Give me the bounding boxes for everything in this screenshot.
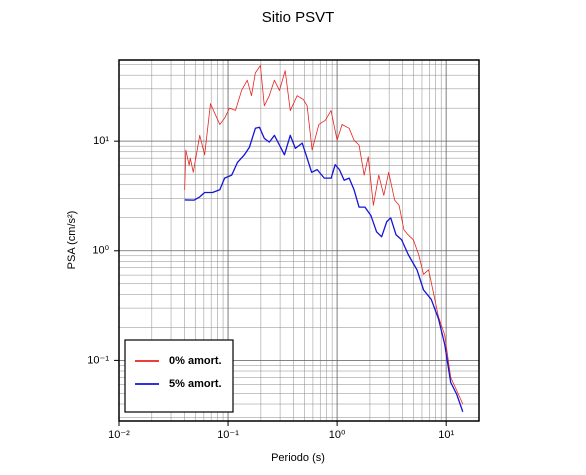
legend-label: 0% amort. [169,355,222,367]
chart-title: Sitio PSVT [262,9,335,26]
plot-frame [118,59,480,422]
legend-label: 5% amort. [169,378,222,390]
y-axis-label: PSA (cm/s²) [66,211,78,270]
series-line [184,65,464,405]
x-axis-label: Periodo (s) [271,452,325,464]
y-tick-label: 10⁰ [92,245,109,257]
y-tick-label: 10¹ [93,135,109,147]
x-tick-label: 10¹ [438,429,454,441]
y-tick-label: 10⁻¹ [87,354,109,366]
legend-box [124,339,234,413]
x-tick-label: 10⁻² [108,429,130,441]
series-line [184,126,464,412]
x-tick-label: 10⁰ [329,429,346,441]
x-tick-label: 10⁻¹ [217,429,239,441]
